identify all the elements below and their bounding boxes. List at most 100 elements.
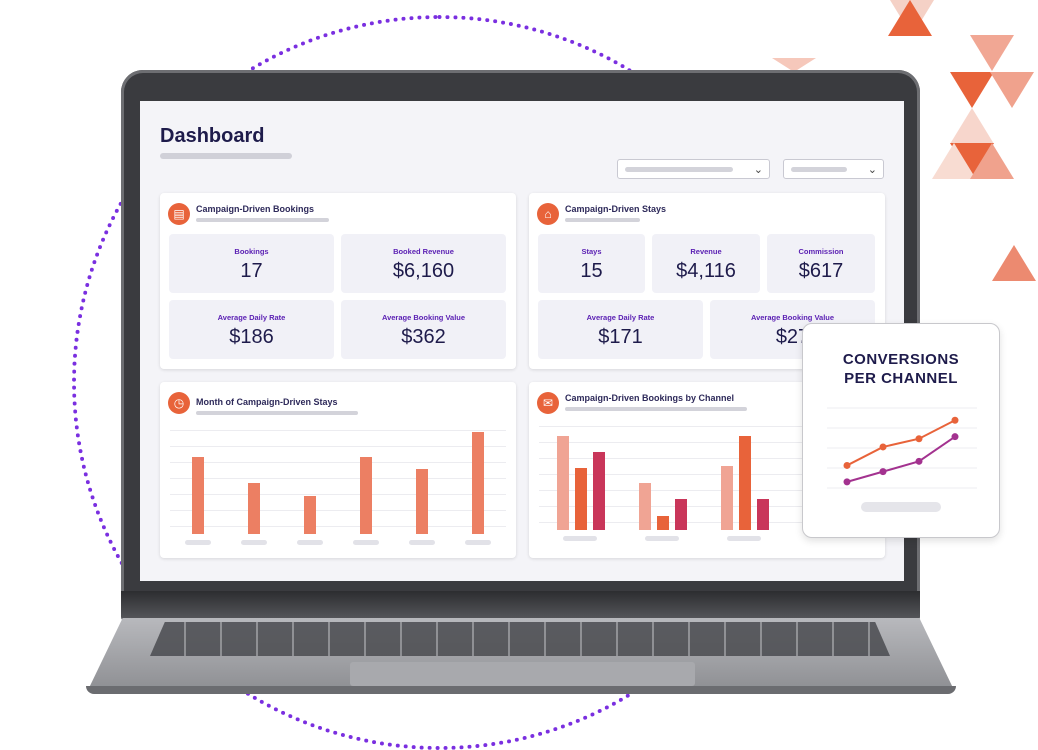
metric-label: Average Booking Value <box>750 313 835 322</box>
card-subtitle-bar <box>565 218 640 222</box>
clock-icon: ◷ <box>168 392 190 414</box>
card-subtitle-bar <box>565 407 747 411</box>
laptop-screen: Dashboard ⌄ ⌄ ▤ Campaign-Driven Bookings… <box>140 101 904 581</box>
metric-tile: Revenue $4,116 <box>652 234 760 293</box>
chart-bar <box>657 515 669 530</box>
overlay-title-line-2: PER CHANNEL <box>844 370 958 387</box>
gridline <box>170 510 506 511</box>
overlay-title-line-1: CONVERSIONS <box>842 351 960 368</box>
month-stays-chart-card: ◷ Month of Campaign-Driven Stays <box>160 382 516 558</box>
triangle-decoration <box>970 35 1014 71</box>
metric-label: Revenue <box>690 247 722 256</box>
chart-bar <box>304 495 316 534</box>
x-tick-label-placeholder <box>465 540 491 545</box>
chart-bar <box>721 466 733 530</box>
inbox-icon: ✉ <box>537 392 559 414</box>
overlay-title: CONVERSIONS PER CHANNEL <box>803 350 999 388</box>
metric-value: $27 <box>775 326 810 348</box>
metric-tile: Average Booking Value $362 <box>341 300 506 359</box>
conversions-per-channel-card: CONVERSIONS PER CHANNEL <box>802 323 1000 538</box>
triangle-decoration <box>970 143 1014 179</box>
x-tick-label-placeholder <box>645 536 679 541</box>
card-title: Month of Campaign-Driven Stays <box>196 397 338 407</box>
gridline <box>170 478 506 479</box>
metric-tile: Booked Revenue $6,160 <box>341 234 506 293</box>
series-line <box>846 419 956 467</box>
gridline <box>170 430 506 431</box>
triangle-decoration <box>888 0 932 36</box>
chart-bar <box>639 483 651 530</box>
metric-label: Average Booking Value <box>381 313 466 322</box>
metric-label: Average Daily Rate <box>586 313 655 322</box>
bed-icon: ⌂ <box>537 203 559 225</box>
metric-label: Booked Revenue <box>393 247 454 256</box>
laptop-trackpad <box>350 662 695 686</box>
chart-bar <box>739 436 751 530</box>
triangle-decoration <box>932 143 976 179</box>
x-tick-label-placeholder <box>353 540 379 545</box>
triangle-decoration <box>950 72 994 108</box>
gridline <box>170 462 506 463</box>
chart-bar <box>575 467 587 530</box>
card-title: Campaign-Driven Bookings by Channel <box>565 393 735 403</box>
card-title: Campaign-Driven Stays <box>565 204 667 214</box>
conversions-line-chart <box>827 407 977 489</box>
chevron-down-icon: ⌄ <box>867 164 877 176</box>
overlay-placeholder-pill <box>861 502 941 512</box>
triangle-decoration <box>990 72 1034 108</box>
title-placeholder-bar <box>160 153 292 159</box>
gridline <box>539 522 875 523</box>
filter-select-1[interactable]: ⌄ <box>617 159 770 179</box>
stays-card: ⌂ Campaign-Driven Stays Stays 15 Revenue… <box>529 193 885 369</box>
card-subtitle-bar <box>196 411 358 415</box>
gridline <box>539 442 875 443</box>
data-point <box>915 457 923 465</box>
chart-bar <box>472 431 484 534</box>
chart-bar <box>593 452 605 530</box>
data-point <box>951 433 959 441</box>
month-bar-chart <box>170 420 506 550</box>
laptop-base-edge <box>86 686 956 694</box>
card-title: Campaign-Driven Bookings <box>196 204 315 214</box>
filter-select-2[interactable]: ⌄ <box>783 159 884 179</box>
metric-value: $171 <box>598 326 643 348</box>
metric-value: $362 <box>401 326 446 348</box>
metric-value: 17 <box>240 260 263 282</box>
metric-tile: Bookings 17 <box>169 234 334 293</box>
card-subtitle-bar <box>196 218 329 222</box>
channel-bar-chart <box>539 416 875 550</box>
x-tick-label-placeholder <box>727 536 761 541</box>
data-point <box>879 443 887 451</box>
data-point <box>915 435 923 443</box>
chart-bar <box>675 498 687 530</box>
x-tick-label-placeholder <box>185 540 211 545</box>
metric-tile: Average Daily Rate $186 <box>169 300 334 359</box>
chevron-down-icon: ⌄ <box>753 164 763 176</box>
gridline <box>539 426 875 427</box>
chart-bar <box>557 436 569 530</box>
bookings-card: ▤ Campaign-Driven Bookings Bookings 17 B… <box>160 193 516 369</box>
metric-value: 15 <box>580 260 603 282</box>
triangle-decoration <box>772 58 816 72</box>
gridline <box>170 526 506 527</box>
x-tick-label-placeholder <box>297 540 323 545</box>
metric-tile: Stays 15 <box>538 234 645 293</box>
chart-bar <box>360 457 372 534</box>
data-point <box>879 468 887 476</box>
metric-value: $6,160 <box>392 260 455 282</box>
document-icon: ▤ <box>168 203 190 225</box>
laptop-hinge <box>121 591 920 621</box>
metric-label: Average Daily Rate <box>217 313 286 322</box>
metric-tile: Commission $617 <box>767 234 875 293</box>
triangle-decoration <box>950 108 994 144</box>
triangle-decoration <box>992 245 1036 281</box>
gridline <box>539 458 875 459</box>
series-line <box>846 435 956 483</box>
metric-value: $4,116 <box>676 260 736 282</box>
metric-value: $186 <box>229 326 274 348</box>
x-tick-label-placeholder <box>563 536 597 541</box>
chart-bar <box>757 498 769 530</box>
x-tick-label-placeholder <box>409 540 435 545</box>
gridline <box>170 446 506 447</box>
